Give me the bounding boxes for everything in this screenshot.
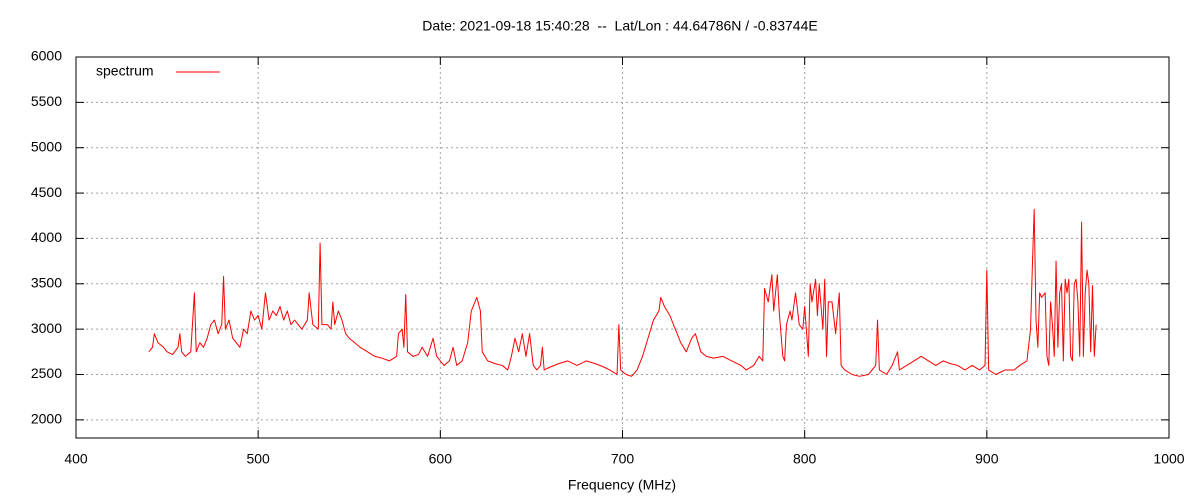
x-tick-label: 1000	[1153, 451, 1184, 467]
y-tick-label: 4000	[31, 229, 62, 245]
x-tick-label: 900	[975, 451, 999, 467]
y-tick-label: 2000	[31, 411, 62, 427]
y-tick-label: 5500	[31, 93, 62, 109]
x-tick-label: 800	[793, 451, 817, 467]
x-tick-label: 500	[246, 451, 270, 467]
legend-label: spectrum	[96, 63, 154, 79]
x-axis-label: Frequency (MHz)	[568, 477, 676, 493]
x-tick-label: 400	[64, 451, 88, 467]
y-tick-label: 3000	[31, 320, 62, 336]
x-tick-label: 600	[429, 451, 453, 467]
y-tick-label: 4500	[31, 184, 62, 200]
x-tick-label: 700	[611, 451, 635, 467]
y-tick-label: 3500	[31, 274, 62, 290]
chart-title: Date: 2021-09-18 15:40:28 -- Lat/Lon : 4…	[422, 18, 817, 34]
y-tick-label: 5000	[31, 138, 62, 154]
plot-frame	[75, 56, 1170, 439]
y-tick-label: 2500	[31, 365, 62, 381]
y-tick-label: 6000	[31, 48, 62, 64]
spectrum-line	[148, 208, 1097, 377]
